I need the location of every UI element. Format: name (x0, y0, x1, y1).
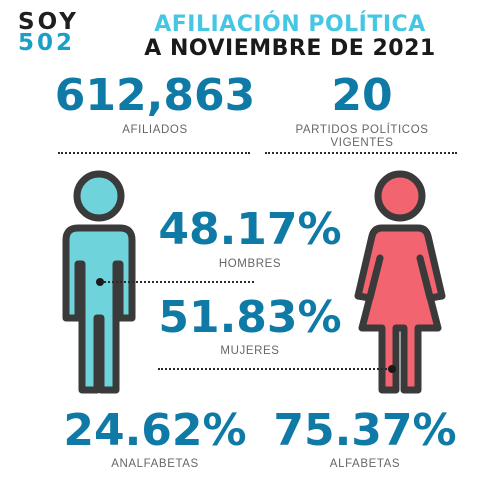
partidos-label-line-1: PARTIDOS POLÍTICOS (295, 124, 429, 136)
title-line-1: AFILIACIÓN POLÍTICA (154, 12, 426, 37)
logo-line-2: 502 (18, 30, 76, 56)
mujeres-value: 51.83% (158, 292, 342, 343)
afiliados-label: AFILIADOS (122, 124, 188, 136)
partidos-value: 20 (331, 70, 393, 121)
female-pointer-line (158, 368, 390, 370)
logo-line-1: SOY (18, 9, 79, 35)
analfabetas-label: ANALFABETAS (111, 458, 199, 470)
title-line-2: A NOVIEMBRE DE 2021 (144, 36, 436, 61)
mujeres-label: MUJERES (220, 345, 280, 357)
partidos-divider (265, 152, 457, 154)
alfabetas-label: ALFABETAS (329, 458, 401, 470)
afiliados-value: 612,863 (54, 70, 256, 121)
hombres-label: HOMBRES (218, 258, 282, 270)
woman-figure-icon (354, 170, 446, 394)
male-pointer-dot (96, 278, 104, 286)
alfabetas-value: 75.37% (273, 405, 457, 456)
partidos-label: PARTIDOS POLÍTICOS VIGENTES (262, 124, 462, 150)
man-figure-icon (62, 170, 136, 394)
hombres-value: 48.17% (158, 204, 342, 255)
female-pointer-dot (388, 365, 396, 373)
partidos-label-line-2: VIGENTES (330, 137, 394, 149)
male-pointer-line (104, 281, 254, 283)
analfabetas-value: 24.62% (63, 405, 247, 456)
afiliados-divider (58, 152, 250, 154)
soy502-logo: SOY 502 (18, 11, 76, 56)
